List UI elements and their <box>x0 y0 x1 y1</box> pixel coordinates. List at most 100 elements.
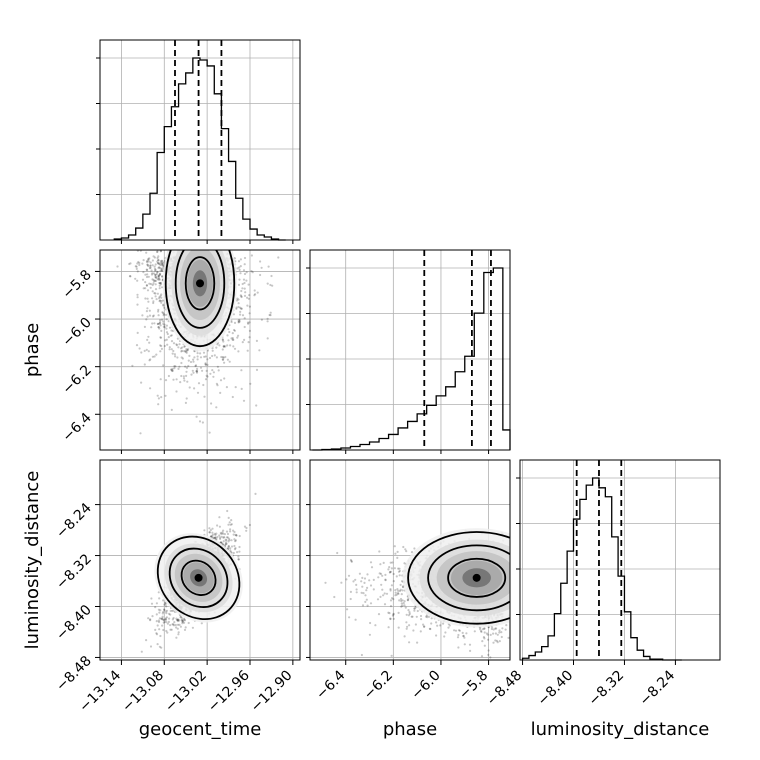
sample-point <box>204 378 208 381</box>
sample-point <box>173 621 176 624</box>
sample-point <box>151 278 154 281</box>
sample-point <box>161 275 164 278</box>
sample-point <box>150 597 153 600</box>
sample-point <box>166 332 169 336</box>
sample-point <box>145 348 148 351</box>
sample-point <box>483 627 486 630</box>
sample-point <box>156 277 159 280</box>
sample-point <box>184 365 187 368</box>
sample-point <box>170 368 173 371</box>
contour-line <box>180 559 217 596</box>
sample-point <box>201 421 204 424</box>
sample-point <box>148 314 152 317</box>
sample-point <box>158 322 161 325</box>
sample-point <box>152 314 155 317</box>
sample-point <box>180 356 183 359</box>
sample-point <box>164 339 167 342</box>
sample-point <box>155 276 158 279</box>
sample-point <box>170 348 173 351</box>
sample-point <box>136 293 139 296</box>
sample-point <box>157 620 161 624</box>
sample-point <box>176 627 179 630</box>
sample-point <box>159 281 163 284</box>
sample-point <box>179 347 183 350</box>
sample-point <box>149 265 152 268</box>
sample-point <box>157 261 160 265</box>
sample-point <box>266 320 269 323</box>
sample-point <box>235 534 238 537</box>
sample-point <box>147 350 150 353</box>
sample-point <box>236 297 239 300</box>
sample-point <box>226 344 229 347</box>
sample-point <box>161 261 164 264</box>
sample-point <box>192 358 195 361</box>
sample-point <box>403 635 406 638</box>
panel-frame <box>519 459 721 661</box>
sample-point <box>242 269 246 272</box>
sample-point <box>193 356 196 359</box>
sample-point <box>225 530 229 533</box>
scatter-panel-geocent_time-phase <box>99 249 301 451</box>
sample-point <box>144 273 147 276</box>
sample-point <box>241 314 245 317</box>
sample-point <box>364 600 367 604</box>
sample-point <box>224 355 227 359</box>
sample-point <box>160 259 163 262</box>
sample-point <box>204 362 207 365</box>
sample-point <box>159 283 163 286</box>
panel-frame <box>99 39 301 241</box>
sample-point <box>246 349 249 352</box>
sample-point <box>162 303 165 306</box>
sample-point <box>238 268 241 271</box>
histogram-luminosity_distance <box>521 477 682 661</box>
sample-point <box>183 628 187 632</box>
sample-point <box>230 539 233 542</box>
sample-point <box>219 391 222 394</box>
sample-point <box>168 612 171 616</box>
sample-point <box>155 272 158 276</box>
sample-point <box>230 523 233 526</box>
sample-point <box>220 532 223 536</box>
sample-point <box>136 303 139 306</box>
sample-point <box>259 273 262 277</box>
sample-point <box>157 266 160 270</box>
sample-point <box>233 329 236 332</box>
sample-point <box>146 289 150 292</box>
sample-point <box>138 347 141 350</box>
sample-point <box>160 301 163 304</box>
sample-point <box>185 397 188 400</box>
sample-point <box>185 374 188 377</box>
sample-point <box>192 360 195 363</box>
sample-point <box>155 620 158 623</box>
sample-point <box>226 532 230 536</box>
sample-point <box>175 636 178 639</box>
sample-point <box>178 365 181 368</box>
sample-point <box>237 558 240 561</box>
sample-point <box>237 334 240 337</box>
sample-point <box>216 535 219 539</box>
sample-point <box>159 336 163 339</box>
sample-point <box>144 287 147 290</box>
sample-point <box>243 263 246 266</box>
sample-point <box>146 263 149 266</box>
sample-point <box>153 280 156 283</box>
sample-point <box>162 320 165 323</box>
sample-point <box>271 284 274 287</box>
sample-point <box>260 266 263 269</box>
sample-point <box>248 294 251 297</box>
sample-point <box>142 271 145 274</box>
sample-point <box>144 297 147 300</box>
sample-point <box>183 621 186 624</box>
sample-point <box>153 265 156 268</box>
sample-point <box>240 295 243 298</box>
contour-line <box>164 250 236 348</box>
sample-point <box>189 360 193 364</box>
sample-point <box>159 261 162 264</box>
sample-point <box>255 404 258 407</box>
sample-point <box>146 273 149 276</box>
sample-point <box>139 432 142 435</box>
sample-point <box>197 382 201 385</box>
sample-point <box>229 547 232 550</box>
sample-point <box>160 293 163 296</box>
sample-point <box>149 282 152 286</box>
